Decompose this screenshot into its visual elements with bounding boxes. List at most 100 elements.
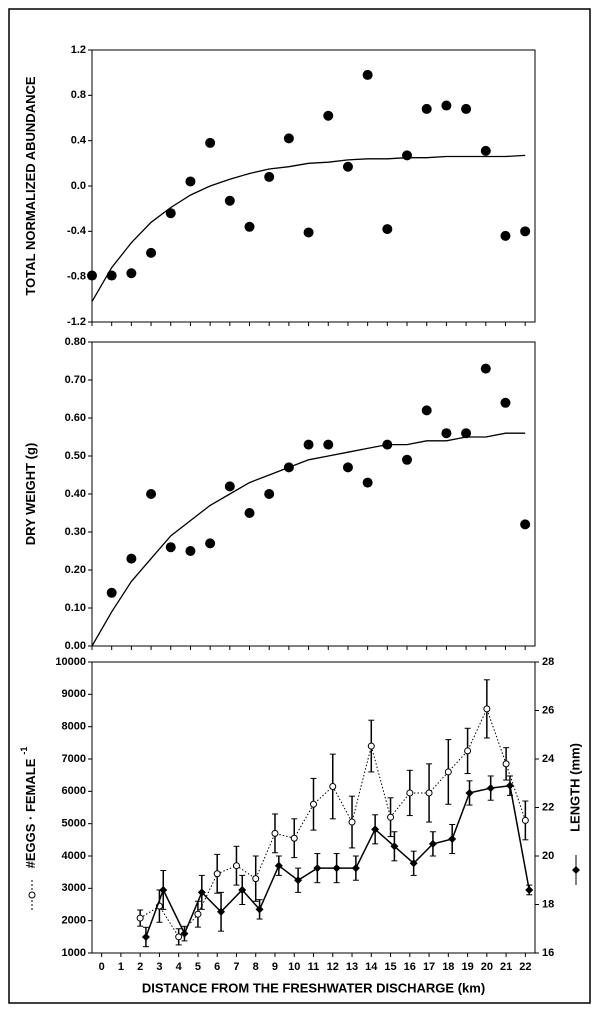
data-point xyxy=(255,905,264,914)
data-point xyxy=(342,161,353,172)
data-point xyxy=(194,910,202,918)
x-tick-label: 4 xyxy=(176,961,183,973)
x-tick-label: 18 xyxy=(442,961,454,973)
data-point xyxy=(126,553,137,564)
data-point xyxy=(441,100,452,111)
y-tick-label: 0.4 xyxy=(71,135,87,147)
data-point xyxy=(348,818,356,826)
x-tick-label: 0 xyxy=(99,961,105,973)
data-point xyxy=(323,110,334,121)
data-point xyxy=(205,538,216,549)
data-point xyxy=(290,834,298,842)
y-tick-label: -0.8 xyxy=(67,271,86,283)
y-tick-label: 0.70 xyxy=(65,374,86,386)
data-point xyxy=(185,176,196,187)
y-axis-label: TOTAL NORMALIZED ABUNDANCE xyxy=(23,76,38,295)
y-tick-label: 8000 xyxy=(62,721,86,733)
y-tick-label: 0.8 xyxy=(71,89,86,101)
data-point xyxy=(165,208,176,219)
data-point xyxy=(87,270,97,281)
y2-tick-label: 28 xyxy=(542,656,554,668)
x-tick-label: 6 xyxy=(214,961,220,973)
data-point xyxy=(500,397,511,408)
x-tick-label: 19 xyxy=(461,961,473,973)
x-axis-label: DISTANCE FROM THE FRESHWATER DISCHARGE (… xyxy=(142,980,485,995)
x-tick-label: 11 xyxy=(308,961,320,973)
data-point xyxy=(444,768,452,776)
y-axis-label-text: #EGGS · FEMALE xyxy=(23,758,38,868)
data-point xyxy=(390,842,399,851)
data-point xyxy=(406,789,414,797)
data-point xyxy=(271,829,279,837)
y-legend-marker xyxy=(28,891,36,899)
y-tick-label: 0.80 xyxy=(65,336,86,348)
x-tick-label: 15 xyxy=(384,961,396,973)
data-point xyxy=(136,914,144,922)
x-tick-label: 7 xyxy=(233,961,239,973)
x-tick-label: 5 xyxy=(195,961,201,973)
data-point xyxy=(217,907,226,916)
data-point xyxy=(106,587,117,598)
data-point xyxy=(310,800,317,808)
data-point xyxy=(313,864,322,873)
y2-tick-label: 20 xyxy=(542,850,554,862)
data-point xyxy=(283,462,294,473)
y-tick-label: 5000 xyxy=(62,818,86,830)
fit-curve xyxy=(91,432,526,647)
y2-tick-label: 16 xyxy=(542,947,554,959)
x-tick-label: 1 xyxy=(118,961,124,973)
data-point xyxy=(159,885,168,894)
x-tick-label: 14 xyxy=(365,961,378,973)
y-axis-label: DRY WEIGHT (g) xyxy=(23,443,38,546)
y-tick-label: 0.50 xyxy=(65,450,86,462)
data-point xyxy=(224,481,235,492)
data-point xyxy=(525,885,534,894)
y2-tick-label: 18 xyxy=(542,898,554,910)
x-tick-label: 2 xyxy=(137,961,143,973)
data-point xyxy=(205,137,216,148)
y-tick-label: 2000 xyxy=(62,915,86,927)
data-point xyxy=(294,876,303,885)
y-tick-label: 0.10 xyxy=(65,602,86,614)
y-tick-label: 0.30 xyxy=(65,526,86,538)
data-point xyxy=(351,864,360,873)
series-line xyxy=(145,784,530,938)
x-tick-label: 3 xyxy=(156,961,162,973)
data-point xyxy=(185,546,196,556)
data-point xyxy=(329,782,337,790)
x-tick-label: 22 xyxy=(519,961,531,973)
y-tick-label: 0.00 xyxy=(65,640,86,652)
data-point xyxy=(402,150,413,161)
y-axis-label-sup: -1 xyxy=(19,747,29,755)
figure-border xyxy=(8,8,591,1004)
y-tick-label: 0.0 xyxy=(71,180,86,192)
x-tick-label: 16 xyxy=(404,961,416,973)
y-tick-label: 1000 xyxy=(62,947,86,959)
data-point xyxy=(425,789,433,797)
x-tick-label: 8 xyxy=(253,961,259,973)
plot-frame xyxy=(91,49,536,323)
y-axis-label: #EGGS · FEMALE -1 xyxy=(19,747,38,869)
data-point xyxy=(461,428,472,439)
data-point xyxy=(141,932,150,941)
x-tick-label: 17 xyxy=(423,961,435,973)
plot-frame xyxy=(91,341,536,647)
data-point xyxy=(180,929,189,938)
y-tick-label: -0.4 xyxy=(67,225,87,237)
y2-legend-marker xyxy=(572,866,580,874)
y2-tick-label: 22 xyxy=(542,801,554,813)
data-point xyxy=(197,888,206,897)
data-point xyxy=(483,705,491,713)
y-axis-label-text: TOTAL NORMALIZED ABUNDANCE xyxy=(23,76,38,295)
data-point xyxy=(480,145,491,156)
data-point xyxy=(428,839,437,848)
data-point xyxy=(464,747,472,755)
x-tick-label: 13 xyxy=(346,961,358,973)
y-tick-label: 6000 xyxy=(62,785,86,797)
data-point xyxy=(323,439,334,450)
x-tick-label: 21 xyxy=(500,961,512,973)
data-point xyxy=(448,835,457,844)
data-point xyxy=(303,439,314,450)
data-point xyxy=(146,247,157,258)
data-point xyxy=(520,226,531,237)
